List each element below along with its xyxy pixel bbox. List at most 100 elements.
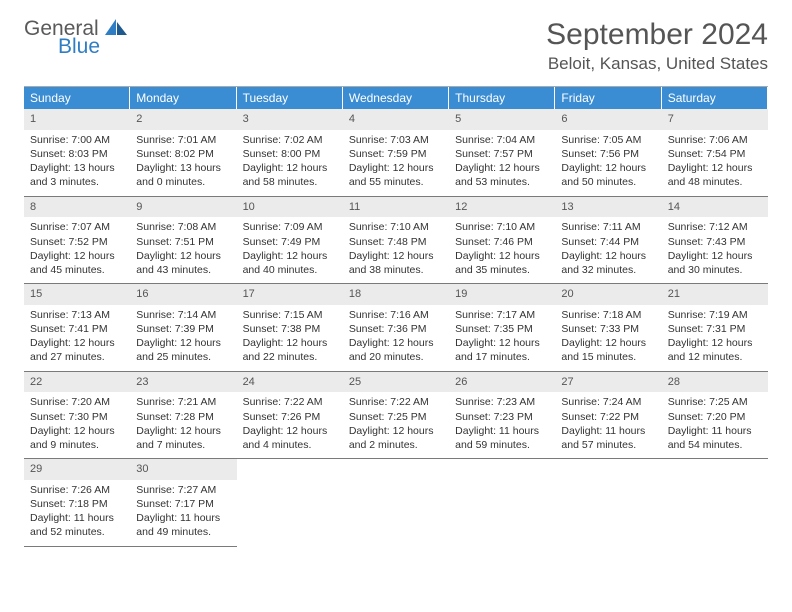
day-info: Sunrise: 7:10 AMSunset: 7:48 PMDaylight:… xyxy=(343,220,449,277)
sunset: Sunset: 7:41 PM xyxy=(30,322,124,336)
location: Beloit, Kansas, United States xyxy=(546,54,768,74)
calendar-cell: 27Sunrise: 7:24 AMSunset: 7:22 PMDayligh… xyxy=(555,372,661,460)
sunset: Sunset: 7:36 PM xyxy=(349,322,443,336)
sunrise: Sunrise: 7:27 AM xyxy=(136,483,230,497)
sunrise: Sunrise: 7:00 AM xyxy=(30,133,124,147)
daylight-line2: and 2 minutes. xyxy=(349,438,443,452)
day-number: 29 xyxy=(24,459,130,480)
calendar-cell: 4Sunrise: 7:03 AMSunset: 7:59 PMDaylight… xyxy=(343,109,449,197)
calendar-cell: 21Sunrise: 7:19 AMSunset: 7:31 PMDayligh… xyxy=(662,284,768,372)
day-info: Sunrise: 7:26 AMSunset: 7:18 PMDaylight:… xyxy=(24,483,130,540)
daylight-line2: and 45 minutes. xyxy=(30,263,124,277)
sunrise: Sunrise: 7:14 AM xyxy=(136,308,230,322)
sunset: Sunset: 7:46 PM xyxy=(455,235,549,249)
logo: General Blue xyxy=(24,18,127,57)
day-number: 25 xyxy=(343,372,449,393)
sunset: Sunset: 7:26 PM xyxy=(243,410,337,424)
sunset: Sunset: 7:28 PM xyxy=(136,410,230,424)
calendar-cell: 28Sunrise: 7:25 AMSunset: 7:20 PMDayligh… xyxy=(662,372,768,460)
daylight-line2: and 20 minutes. xyxy=(349,350,443,364)
sunrise: Sunrise: 7:16 AM xyxy=(349,308,443,322)
sunset: Sunset: 7:49 PM xyxy=(243,235,337,249)
daylight-line2: and 7 minutes. xyxy=(136,438,230,452)
daylight-line2: and 27 minutes. xyxy=(30,350,124,364)
calendar-cell: 15Sunrise: 7:13 AMSunset: 7:41 PMDayligh… xyxy=(24,284,130,372)
calendar-cell: 16 Sunrise: 7:14 AMSunset: 7:39 PMDayligh… xyxy=(130,284,236,372)
daylight-line1: Daylight: 13 hours xyxy=(30,161,124,175)
sunset: Sunset: 7:44 PM xyxy=(561,235,655,249)
daylight-line2: and 48 minutes. xyxy=(668,175,762,189)
day-info: Sunrise: 7:14 AMSunset: 7:39 PMDaylight:… xyxy=(130,308,236,365)
day-number: 14 xyxy=(662,197,768,218)
calendar-cell: 13Sunrise: 7:11 AMSunset: 7:44 PMDayligh… xyxy=(555,197,661,285)
day-number: 22 xyxy=(24,372,130,393)
daylight-line2: and 54 minutes. xyxy=(668,438,762,452)
sunset: Sunset: 7:18 PM xyxy=(30,497,124,511)
sunset: Sunset: 7:31 PM xyxy=(668,322,762,336)
daylight-line2: and 3 minutes. xyxy=(30,175,124,189)
day-number: 2 xyxy=(130,109,236,130)
header: General Blue September 2024 Beloit, Kans… xyxy=(24,18,768,74)
calendar-cell: 10Sunrise: 7:09 AMSunset: 7:49 PMDayligh… xyxy=(237,197,343,285)
sunrise: Sunrise: 7:19 AM xyxy=(668,308,762,322)
logo-blue: Blue xyxy=(58,36,127,57)
weekday-header: Tuesday xyxy=(237,87,343,109)
day-number: 16 xyxy=(130,284,236,305)
day-info: Sunrise: 7:22 AMSunset: 7:25 PMDaylight:… xyxy=(343,395,449,452)
day-number: 18 xyxy=(343,284,449,305)
sunrise: Sunrise: 7:15 AM xyxy=(243,308,337,322)
daylight-line1: Daylight: 12 hours xyxy=(349,336,443,350)
day-info: Sunrise: 7:02 AMSunset: 8:00 PMDaylight:… xyxy=(237,133,343,190)
calendar-cell: 23Sunrise: 7:21 AMSunset: 7:28 PMDayligh… xyxy=(130,372,236,460)
day-number: 9 xyxy=(130,197,236,218)
day-number: 10 xyxy=(237,197,343,218)
sunset: Sunset: 7:30 PM xyxy=(30,410,124,424)
weekday-header: Saturday xyxy=(662,87,768,109)
weekday-header: Sunday xyxy=(24,87,130,109)
day-number: 20 xyxy=(555,284,661,305)
daylight-line2: and 57 minutes. xyxy=(561,438,655,452)
sunset: Sunset: 7:38 PM xyxy=(243,322,337,336)
calendar-cell: 25Sunrise: 7:22 AMSunset: 7:25 PMDayligh… xyxy=(343,372,449,460)
logo-sail-icon xyxy=(105,19,127,35)
sunrise: Sunrise: 7:24 AM xyxy=(561,395,655,409)
day-number: 5 xyxy=(449,109,555,130)
calendar-cell: 6Sunrise: 7:05 AMSunset: 7:56 PMDaylight… xyxy=(555,109,661,197)
daylight-line1: Daylight: 11 hours xyxy=(30,511,124,525)
day-number: 3 xyxy=(237,109,343,130)
day-number: 11 xyxy=(343,197,449,218)
sunrise: Sunrise: 7:20 AM xyxy=(30,395,124,409)
day-info: Sunrise: 7:06 AMSunset: 7:54 PMDaylight:… xyxy=(662,133,768,190)
calendar-cell: 26Sunrise: 7:23 AMSunset: 7:23 PMDayligh… xyxy=(449,372,555,460)
sunrise: Sunrise: 7:10 AM xyxy=(349,220,443,234)
day-info: Sunrise: 7:24 AMSunset: 7:22 PMDaylight:… xyxy=(555,395,661,452)
calendar-cell: 22Sunrise: 7:20 AMSunset: 7:30 PMDayligh… xyxy=(24,372,130,460)
day-number: 23 xyxy=(130,372,236,393)
day-info: Sunrise: 7:23 AMSunset: 7:23 PMDaylight:… xyxy=(449,395,555,452)
sunset: Sunset: 7:54 PM xyxy=(668,147,762,161)
day-info: Sunrise: 7:11 AMSunset: 7:44 PMDaylight:… xyxy=(555,220,661,277)
sunset: Sunset: 7:43 PM xyxy=(668,235,762,249)
calendar-cell: 2Sunrise: 7:01 AMSunset: 8:02 PMDaylight… xyxy=(130,109,236,197)
daylight-line2: and 38 minutes. xyxy=(349,263,443,277)
calendar-cell xyxy=(662,459,768,547)
daylight-line1: Daylight: 12 hours xyxy=(30,249,124,263)
calendar-cell: 30Sunrise: 7:27 AMSunset: 7:17 PMDayligh… xyxy=(130,459,236,547)
sunrise: Sunrise: 7:08 AM xyxy=(136,220,230,234)
sunset: Sunset: 7:35 PM xyxy=(455,322,549,336)
sunset: Sunset: 7:56 PM xyxy=(561,147,655,161)
calendar-cell: 18 Sunrise: 7:16 AMSunset: 7:36 PMDayligh… xyxy=(343,284,449,372)
calendar-cell: 3 Sunrise: 7:02 AMSunset: 8:00 PMDaylight… xyxy=(237,109,343,197)
daylight-line2: and 59 minutes. xyxy=(455,438,549,452)
sunrise: Sunrise: 7:03 AM xyxy=(349,133,443,147)
day-number: 15 xyxy=(24,284,130,305)
sunrise: Sunrise: 7:13 AM xyxy=(30,308,124,322)
daylight-line1: Daylight: 12 hours xyxy=(561,249,655,263)
day-info: Sunrise: 7:18 AMSunset: 7:33 PMDaylight:… xyxy=(555,308,661,365)
daylight-line2: and 22 minutes. xyxy=(243,350,337,364)
calendar-cell xyxy=(449,459,555,547)
sunrise: Sunrise: 7:18 AM xyxy=(561,308,655,322)
sunset: Sunset: 7:25 PM xyxy=(349,410,443,424)
daylight-line1: Daylight: 12 hours xyxy=(243,161,337,175)
calendar-cell: 29 Sunrise: 7:26 AMSunset: 7:18 PMDayligh… xyxy=(24,459,130,547)
